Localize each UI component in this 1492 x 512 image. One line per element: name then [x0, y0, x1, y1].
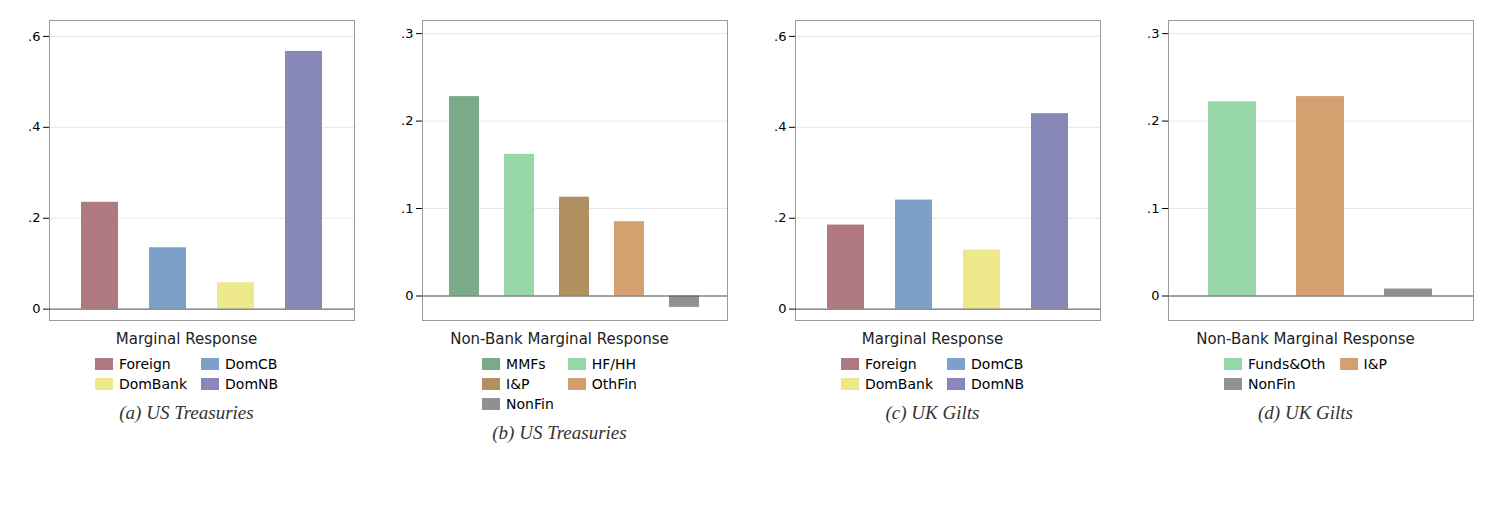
svg-text:.1: .1 — [1147, 201, 1159, 216]
svg-text:.1: .1 — [401, 201, 413, 216]
html-text:DomBank: DomBank — [118, 376, 187, 392]
html-text:DomNB: DomNB — [971, 376, 1025, 392]
html-text:NonFin: NonFin — [506, 396, 554, 412]
svg-text:.6: .6 — [28, 29, 40, 44]
html-text:Foreign: Foreign — [118, 356, 171, 372]
svg-text:.2: .2 — [401, 113, 413, 128]
svg-text:0: 0 — [32, 301, 40, 316]
html-text:HF/HH: HF/HH — [591, 356, 637, 372]
html-text:MMFs: MMFs — [506, 356, 546, 372]
svg-text:.4: .4 — [28, 119, 40, 134]
html-text:Marginal Response: Marginal Response — [115, 330, 258, 348]
html-text:Marginal Response: Marginal Response — [861, 330, 1004, 348]
html-text:DomCB: DomCB — [971, 356, 1024, 372]
html-text:Funds&Oth: Funds&Oth — [1248, 356, 1326, 372]
html-text:(b) US Treasuries: (b) US Treasuries — [492, 422, 627, 443]
html-text:OthFin: OthFin — [591, 376, 637, 392]
html-text:DomNB: DomNB — [225, 376, 279, 392]
html-text:Non-Bank Marginal Response: Non-Bank Marginal Response — [450, 330, 669, 348]
html-text:DomBank: DomBank — [864, 376, 933, 392]
svg-text:0: 0 — [778, 301, 786, 316]
svg-text:0: 0 — [1151, 288, 1159, 303]
html-text:I&P: I&P — [506, 376, 530, 392]
svg-text:.3: .3 — [401, 26, 413, 41]
svg-text:.3: .3 — [1147, 26, 1159, 41]
svg-text:0: 0 — [405, 288, 413, 303]
html-text:(d) UK Gilts: (d) UK Gilts — [1258, 402, 1353, 423]
html-text:NonFin: NonFin — [1248, 376, 1296, 392]
svg-text:.2: .2 — [774, 210, 786, 225]
html-text:Non-Bank Marginal Response: Non-Bank Marginal Response — [1196, 330, 1415, 348]
html-text:DomCB: DomCB — [225, 356, 278, 372]
html-text:(a) US Treasuries: (a) US Treasuries — [119, 402, 254, 423]
svg-text:.2: .2 — [1147, 113, 1159, 128]
html-text:I&P: I&P — [1363, 356, 1387, 372]
html-text:Foreign: Foreign — [864, 356, 917, 372]
svg-text:.4: .4 — [774, 119, 786, 134]
svg-text:.6: .6 — [774, 29, 786, 44]
svg-text:.2: .2 — [28, 210, 40, 225]
html-text:(c) UK Gilts: (c) UK Gilts — [885, 402, 980, 423]
